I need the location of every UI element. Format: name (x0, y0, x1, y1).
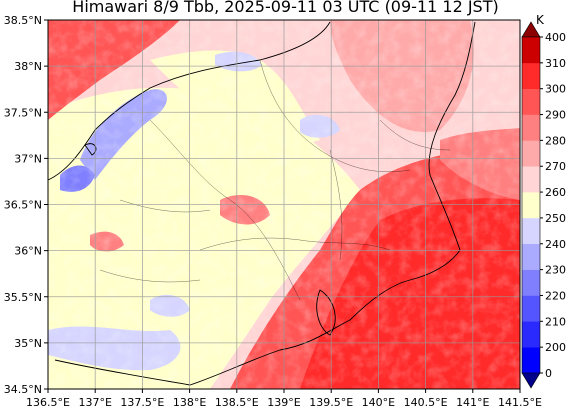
colorbar-segment (522, 37, 540, 64)
colorbar-tick-label: 220 (545, 289, 566, 302)
colorbar-segment (522, 114, 540, 141)
lon-tick-label: 140.5°E (404, 396, 448, 409)
lat-tick-label: 37.5°N (4, 106, 42, 119)
lat-tick-label: 36.5°N (4, 199, 42, 212)
lat-tick-label: 34.5°N (4, 383, 42, 396)
map-axes: 38.5°N 38°N 37.5°N 37°N 36.5°N 36°N 35.5°N 35°N… (4, 14, 542, 409)
lat-tick-label: 35°N (14, 337, 42, 350)
colorbar-segment (522, 192, 540, 219)
prefecture-boundaries (99, 59, 451, 301)
lat-tick-label: 36°N (14, 245, 42, 258)
lon-tick-label: 141°E (456, 396, 489, 409)
lon-tick-label: 138°E (173, 396, 206, 409)
lon-tick-label: 141.5°E (498, 396, 542, 409)
colorbar-segment (522, 62, 540, 89)
lon-tick-label: 139°E (267, 396, 300, 409)
colorbar: 0 200 210 220 230 240 250 260 270 280 290 300 310 400… (521, 13, 566, 389)
colorbar-frame (521, 36, 541, 374)
colorbar-tick-label: 210 (545, 315, 566, 328)
colorbar-tick-label: 0 (545, 367, 552, 380)
colorbar-tick-label: 230 (545, 264, 566, 277)
colorbar-tick-label: 250 (545, 212, 566, 225)
colorbar-tick-label: 270 (545, 160, 566, 173)
colorbar-tick-label: 300 (545, 83, 566, 96)
lon-tick-label: 140°E (362, 396, 395, 409)
colorbar-tick-label: 240 (545, 238, 566, 251)
coastline (48, 21, 476, 386)
colorbar-segment (522, 243, 540, 270)
lat-tick-label: 35.5°N (4, 291, 42, 304)
colorbar-tick-label: 280 (545, 134, 566, 147)
colorbar-extend-low (521, 372, 541, 389)
lon-tick-label: 138.5°E (215, 396, 259, 409)
colorbar-tick-label: 290 (545, 109, 566, 122)
lon-tick-label: 136.5°E (26, 396, 70, 409)
lon-tick-label: 137°E (78, 396, 111, 409)
lon-tick-label: 137.5°E (120, 396, 164, 409)
colorbar-segment (522, 217, 540, 245)
colorbar-segment (522, 295, 540, 322)
lat-tick-label: 37°N (14, 152, 42, 165)
map-title: Himawari 8/9 Tbb, 2025-09-11 03 UTC (09-… (72, 0, 499, 16)
colorbar-unit: K (536, 13, 545, 27)
colorbar-tick-label: 260 (545, 186, 566, 199)
colorbar-tick-label: 310 (545, 57, 566, 70)
colorbar-segment (522, 88, 540, 115)
colorbar-tick-label: 200 (545, 341, 566, 354)
colorbar-segment (522, 321, 540, 348)
colorbar-segment (522, 166, 540, 193)
lat-tick-label: 38°N (14, 60, 42, 73)
lon-tick-label: 139.5°E (309, 396, 353, 409)
graticule (48, 20, 520, 389)
colorbar-tick-label: 400 (545, 31, 566, 44)
colorbar-segment (522, 140, 540, 167)
lat-tick-label: 38.5°N (4, 14, 42, 27)
colorbar-segment (522, 269, 540, 296)
colorbar-segment (522, 347, 540, 374)
